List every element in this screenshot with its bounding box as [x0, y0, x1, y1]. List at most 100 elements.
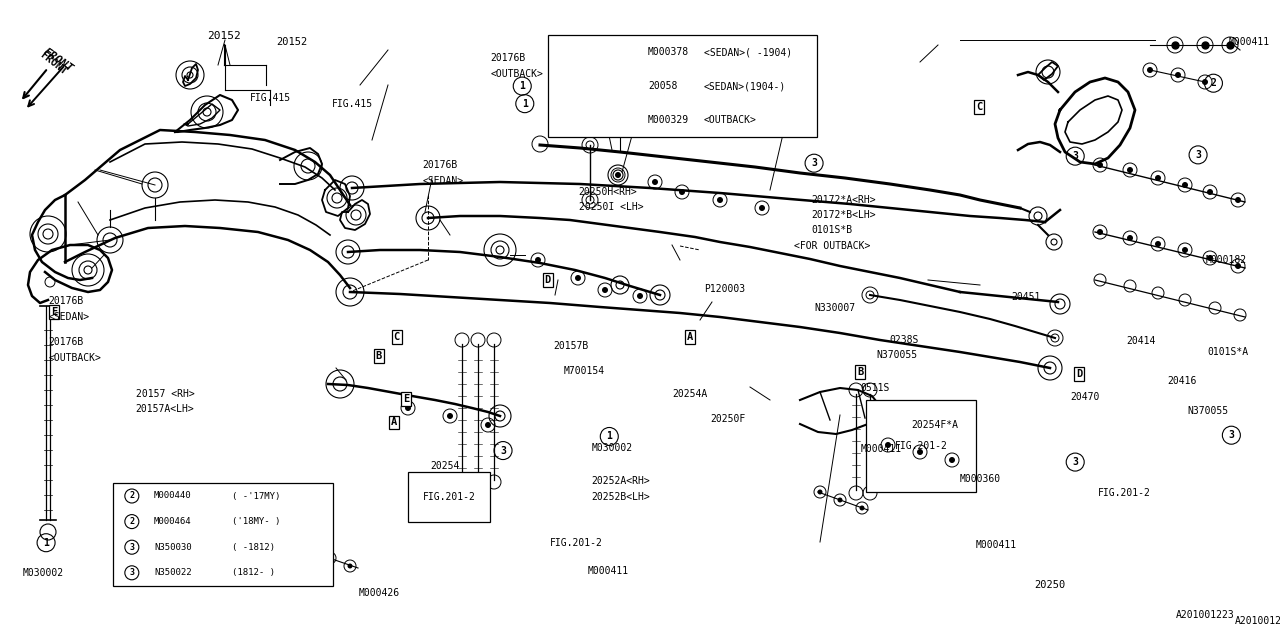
Text: <OUTBACK>: <OUTBACK> — [49, 353, 101, 364]
Text: 3: 3 — [812, 158, 817, 168]
Circle shape — [1235, 263, 1242, 269]
Circle shape — [614, 172, 621, 178]
Bar — [867, 400, 977, 492]
Text: 3: 3 — [1196, 150, 1201, 160]
Text: 20254F*A: 20254F*A — [911, 420, 959, 430]
Text: ('18MY- ): ('18MY- ) — [233, 517, 280, 526]
Text: ( -1812): ( -1812) — [233, 543, 275, 552]
Circle shape — [602, 287, 608, 293]
Circle shape — [575, 275, 581, 281]
Text: M030002: M030002 — [591, 443, 632, 453]
Text: FIG.201-2: FIG.201-2 — [549, 538, 603, 548]
Circle shape — [1155, 175, 1161, 181]
Text: 0101S*B: 0101S*B — [812, 225, 852, 236]
Text: 20176B: 20176B — [422, 160, 458, 170]
Text: FIG.201-2: FIG.201-2 — [895, 441, 947, 451]
Text: 2: 2 — [129, 517, 134, 526]
Text: 3: 3 — [129, 568, 134, 577]
Text: 3: 3 — [500, 445, 506, 456]
Text: <OUTBACK>: <OUTBACK> — [490, 68, 543, 79]
Text: D: D — [1076, 369, 1082, 379]
Text: 20250I <LH>: 20250I <LH> — [579, 202, 643, 212]
Text: ( -'17MY): ( -'17MY) — [233, 492, 280, 500]
Text: B: B — [376, 351, 381, 361]
Text: C: C — [977, 102, 982, 112]
Text: A201001223: A201001223 — [1176, 610, 1235, 620]
Text: 3: 3 — [1229, 430, 1234, 440]
Circle shape — [884, 442, 891, 448]
Text: 20157B: 20157B — [553, 340, 589, 351]
Text: 20152: 20152 — [276, 36, 307, 47]
Text: 20157A<LH>: 20157A<LH> — [136, 404, 195, 414]
Circle shape — [1181, 182, 1188, 188]
Text: C: C — [394, 332, 399, 342]
Text: M000360: M000360 — [960, 474, 1001, 484]
Text: FIG.415: FIG.415 — [332, 99, 372, 109]
Text: 3: 3 — [1073, 151, 1078, 161]
Circle shape — [637, 293, 643, 299]
Circle shape — [1097, 162, 1103, 168]
Text: A: A — [392, 417, 397, 428]
Bar — [408, 472, 490, 522]
Text: 20416: 20416 — [1167, 376, 1197, 387]
Text: 20176B: 20176B — [49, 337, 84, 348]
Text: M030002: M030002 — [23, 568, 64, 579]
Circle shape — [859, 506, 864, 511]
Circle shape — [1207, 189, 1213, 195]
Circle shape — [347, 563, 352, 568]
Text: 20172*B<LH>: 20172*B<LH> — [812, 210, 876, 220]
Text: 1: 1 — [607, 431, 612, 442]
Text: 3: 3 — [1073, 457, 1078, 467]
Text: M700154: M700154 — [563, 366, 604, 376]
Text: <OUTBACK>: <OUTBACK> — [704, 115, 756, 125]
Circle shape — [404, 405, 411, 411]
Text: <SEDAN>: <SEDAN> — [422, 176, 463, 186]
Bar — [548, 35, 817, 137]
Circle shape — [759, 205, 765, 211]
Text: 0101S*A: 0101S*A — [1207, 347, 1248, 357]
Circle shape — [1147, 67, 1153, 73]
Text: 20414: 20414 — [1126, 336, 1156, 346]
Circle shape — [1126, 235, 1133, 241]
Text: 20172*A<RH>: 20172*A<RH> — [812, 195, 876, 205]
Text: FRONT: FRONT — [42, 47, 76, 74]
Text: 20176B: 20176B — [490, 52, 526, 63]
Circle shape — [1235, 197, 1242, 203]
Text: M000411: M000411 — [975, 540, 1016, 550]
Text: <FOR OUTBACK>: <FOR OUTBACK> — [794, 241, 870, 251]
Text: 20252B<LH>: 20252B<LH> — [591, 492, 650, 502]
Text: 0511S: 0511S — [860, 383, 890, 393]
Text: 0238S: 0238S — [890, 335, 919, 345]
Text: 1: 1 — [520, 81, 525, 91]
Text: M000411: M000411 — [588, 566, 628, 576]
Circle shape — [447, 413, 453, 419]
Text: <SEDAN>( -1904): <SEDAN>( -1904) — [704, 47, 792, 57]
Text: M000329: M000329 — [648, 115, 689, 125]
Text: 20451: 20451 — [1011, 292, 1041, 302]
Circle shape — [1126, 167, 1133, 173]
Text: E: E — [403, 394, 408, 404]
Text: E: E — [51, 307, 56, 317]
Text: FRONT: FRONT — [38, 50, 69, 77]
Circle shape — [1207, 255, 1213, 261]
Text: <SEDAN>: <SEDAN> — [49, 312, 90, 322]
Text: 2: 2 — [1211, 78, 1216, 88]
Text: A201001223: A201001223 — [1235, 616, 1280, 626]
Circle shape — [818, 490, 823, 495]
Text: M000426: M000426 — [358, 588, 399, 598]
Circle shape — [328, 556, 333, 561]
Text: N350022: N350022 — [154, 568, 192, 577]
Text: N350030: N350030 — [154, 543, 192, 552]
Circle shape — [652, 179, 658, 185]
Text: N370055: N370055 — [877, 350, 918, 360]
Text: 20250: 20250 — [1034, 580, 1065, 590]
Text: 3: 3 — [129, 543, 134, 552]
Text: P120003: P120003 — [704, 284, 745, 294]
Circle shape — [678, 189, 685, 195]
Circle shape — [1097, 229, 1103, 235]
Text: FIG.201-2: FIG.201-2 — [422, 492, 475, 502]
Circle shape — [717, 197, 723, 203]
Text: 1: 1 — [522, 99, 527, 109]
Text: 20252A<RH>: 20252A<RH> — [591, 476, 650, 486]
Text: M000378: M000378 — [648, 47, 689, 57]
